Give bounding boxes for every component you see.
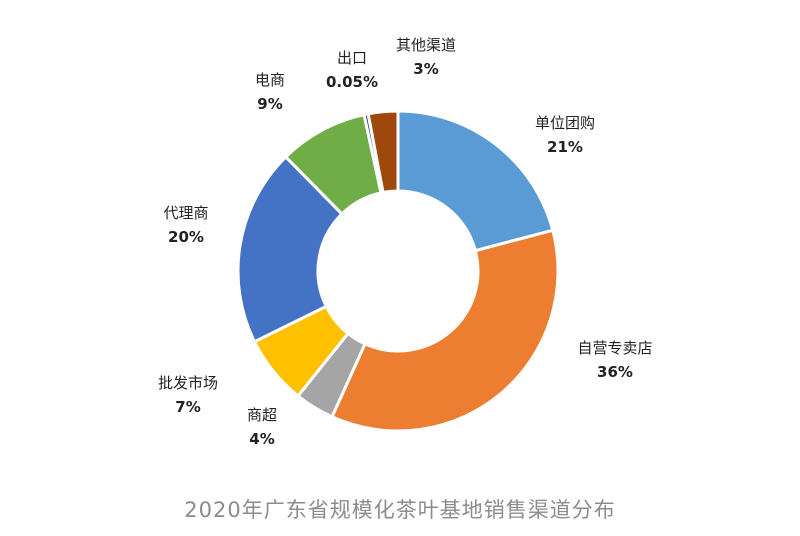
labels-layer: 单位团购 21% 自营专卖店 36% 商超 4% 批发市场 7% 代理商 20% 电商 9% 出口 0.0… <box>158 36 653 448</box>
slice-label-6: 出口 <box>337 49 367 67</box>
slices-layer <box>236 109 560 433</box>
slice-value-7: 3% <box>413 60 438 78</box>
slice-0 <box>396 109 555 253</box>
slice-value-3: 7% <box>175 398 200 416</box>
slice-value-0: 21% <box>547 138 583 156</box>
slice-value-4: 20% <box>168 228 204 246</box>
slice-label-4: 代理商 <box>163 204 208 222</box>
slice-7 <box>366 109 400 195</box>
slice-label-7: 其他渠道 <box>396 36 456 54</box>
slice-4 <box>236 154 345 344</box>
slice-label-5: 电商 <box>255 71 285 89</box>
slice-label-1: 自营专卖店 <box>577 339 652 357</box>
slice-value-1: 36% <box>597 363 633 381</box>
slice-1 <box>330 228 560 433</box>
slice-value-6: 0.05% <box>326 73 378 91</box>
chart-title: 2020年广东省规模化茶叶基地销售渠道分布 <box>184 498 616 522</box>
slice-label-3: 批发市场 <box>158 374 218 392</box>
slice-value-5: 9% <box>257 95 282 113</box>
slice-label-2: 商超 <box>247 406 277 424</box>
slice-value-2: 4% <box>249 430 274 448</box>
slice-label-0: 单位团购 <box>535 114 595 132</box>
